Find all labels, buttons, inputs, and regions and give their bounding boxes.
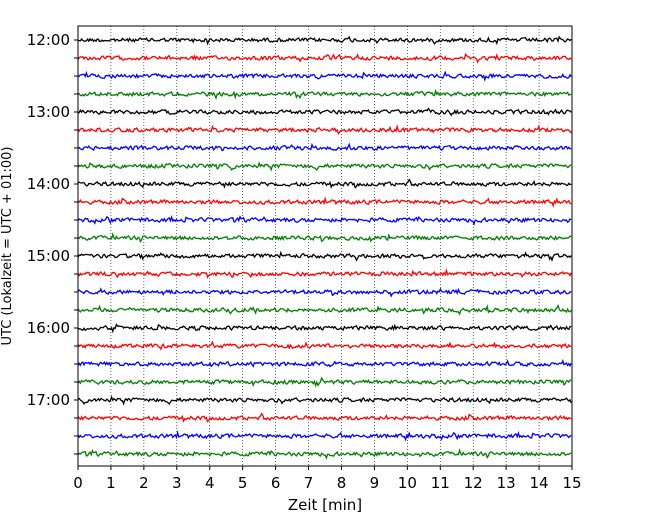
trace-13:45: [77, 161, 572, 172]
trace-12:15: [77, 52, 572, 64]
trace-17:45: [77, 447, 572, 460]
x-tick-label: 10: [398, 474, 417, 492]
seismic-traces: [77, 35, 572, 460]
x-tick-label: 9: [370, 474, 380, 492]
x-tick-label: 12: [464, 474, 483, 492]
x-tick-label: 4: [205, 474, 215, 492]
y-tick-label: 16:00: [27, 319, 70, 337]
trace-14:30: [77, 215, 572, 226]
x-axis-ticks: 0 1 2 3 4 5 6 7 8 9 10 11 12 13 14 15: [73, 466, 582, 492]
x-tick-label: 14: [530, 474, 549, 492]
x-tick-label: 15: [562, 474, 581, 492]
trace-13:00: [77, 107, 572, 117]
grid-lines: [110, 26, 540, 466]
x-tick-label: 2: [139, 474, 149, 492]
trace-15:15: [77, 268, 572, 279]
trace-12:00: [77, 35, 572, 46]
x-tick-label: 5: [238, 474, 248, 492]
y-tick-label: 12:00: [27, 31, 70, 49]
y-tick-label: 14:00: [27, 175, 70, 193]
x-tick-label: 3: [172, 474, 182, 492]
trace-17:00: [77, 395, 572, 406]
trace-16:30: [77, 359, 572, 368]
y-axis-label: UTC (Lokalzeit = UTC + 01:00): [0, 147, 15, 346]
trace-12:30: [77, 70, 572, 82]
x-axis-label: Zeit [min]: [288, 496, 362, 514]
plot-frame: [77, 25, 573, 467]
x-tick-label: 7: [304, 474, 314, 492]
trace-14:00: [77, 178, 572, 189]
x-tick-label: 13: [497, 474, 516, 492]
trace-17:15: [77, 412, 572, 423]
y-axis-ticks: 12:00 13:00 14:00 15:00 16:00 17:00: [27, 31, 78, 455]
y-tick-label: 15:00: [27, 247, 70, 265]
trace-12:45: [77, 88, 572, 100]
x-tick-label: 0: [73, 474, 83, 492]
trace-16:15: [77, 340, 572, 351]
trace-13:15: [77, 124, 572, 135]
x-tick-label: 11: [431, 474, 450, 492]
x-tick-label: 8: [337, 474, 347, 492]
trace-14:15: [77, 196, 572, 208]
trace-15:00: [77, 250, 572, 262]
trace-14:45: [77, 231, 572, 244]
y-tick-label: 13:00: [27, 103, 70, 121]
trace-16:45: [77, 376, 572, 388]
trace-17:30: [77, 430, 572, 442]
trace-15:30: [77, 287, 572, 298]
trace-15:45: [77, 303, 572, 316]
trace-13:30: [77, 142, 572, 152]
x-tick-label: 6: [271, 474, 281, 492]
y-tick-label: 17:00: [27, 391, 70, 409]
trace-16:00: [77, 323, 572, 334]
x-tick-label: 1: [106, 474, 116, 492]
